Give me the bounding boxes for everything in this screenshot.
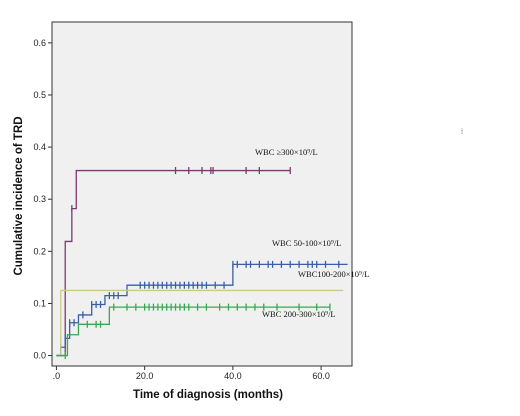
series-label: WBC ≥300×10⁹/L (255, 147, 318, 157)
y-tick-label: 0.3 (33, 194, 46, 204)
series-label: WBC 200-300×10⁹/L (262, 309, 336, 319)
series-1 (56, 260, 348, 357)
y-tick-label: 0.2 (33, 246, 46, 256)
series-group (56, 167, 348, 360)
series-label: WBC 50-100×10⁹/L (272, 238, 341, 248)
x-tick-label: 40.0 (224, 371, 242, 381)
y-tick-label: 0.4 (33, 142, 46, 152)
x-tick-label: .0 (53, 371, 61, 381)
series-3 (56, 303, 331, 360)
axes: 0.0 0.1 0.2 0.3 0.4 0.5 0.6 .0 20.0 40.0 60.0 (33, 38, 329, 381)
x-tick-label: 20.0 (136, 371, 154, 381)
y-tick-label: 0.0 (33, 351, 46, 361)
y-tick-label: 0.5 (33, 90, 46, 100)
y-tick-label: 0.1 (33, 298, 46, 308)
y-tick-label: 0.6 (33, 38, 46, 48)
series-line (56, 306, 330, 357)
x-tick-label: 60.0 (312, 371, 330, 381)
series-label: WBC100-200×10⁹/L (298, 269, 370, 279)
x-axis-title: Time of diagnosis (months) (133, 389, 283, 401)
series-labels: WBC ≥300×10⁹/L WBC 50-100×10⁹/L WBC100-200… (255, 147, 370, 319)
plot-area (51, 21, 353, 367)
y-axis-title: Cumulative incidence of TRD (13, 116, 25, 275)
stray-mark: ⁞ (461, 127, 464, 136)
